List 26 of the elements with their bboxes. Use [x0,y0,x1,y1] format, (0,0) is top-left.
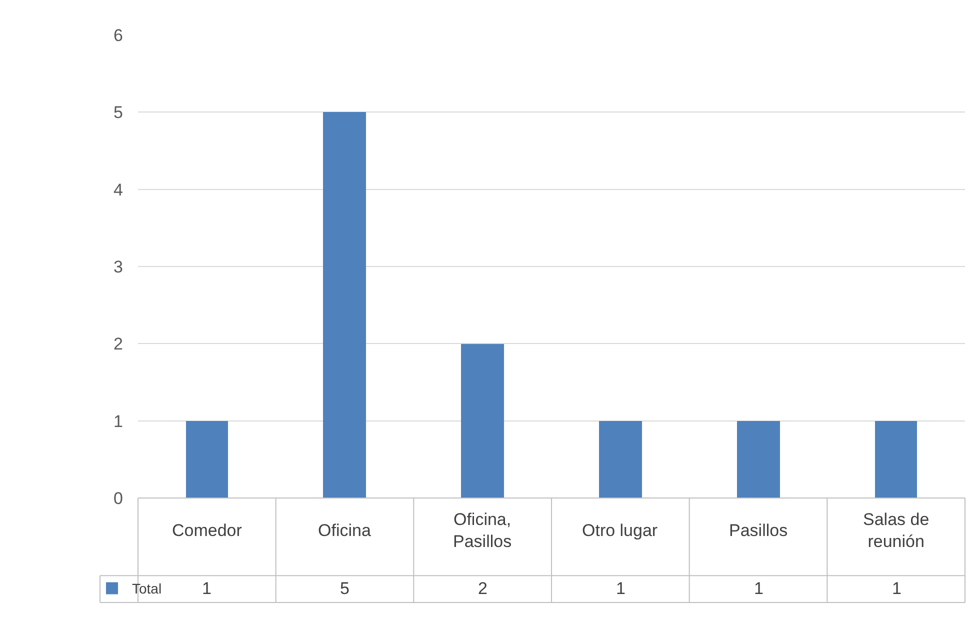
y-tick-label: 4 [114,180,123,200]
y-tick-label: 6 [114,26,123,45]
y-tick-label: 0 [114,488,123,508]
bar [599,421,642,498]
x-tick-label: Pasillos [729,521,788,540]
x-tick-label: Oficina [318,521,372,540]
x-tick-label: Oficina, Pasillos [453,510,512,552]
legend-label: Total [132,580,162,597]
y-tick-label: 2 [114,334,123,354]
bar [461,344,504,498]
bar [737,421,780,498]
data-label: 1 [616,579,626,598]
x-tick-label: Salas de reunión [863,510,930,552]
data-label: 1 [892,579,902,598]
bar [875,421,917,498]
x-tick-label: Comedor [172,521,242,540]
bar [323,112,366,498]
bar [186,421,228,498]
y-tick-label: 1 [114,412,123,431]
data-label: 1 [202,579,212,598]
y-tick-label: 5 [114,103,123,122]
x-tick-label: Otro lugar [582,521,658,540]
data-label: 5 [340,579,350,598]
data-label: 1 [754,579,764,598]
y-tick-label: 3 [114,257,123,276]
data-label: 2 [478,579,488,598]
